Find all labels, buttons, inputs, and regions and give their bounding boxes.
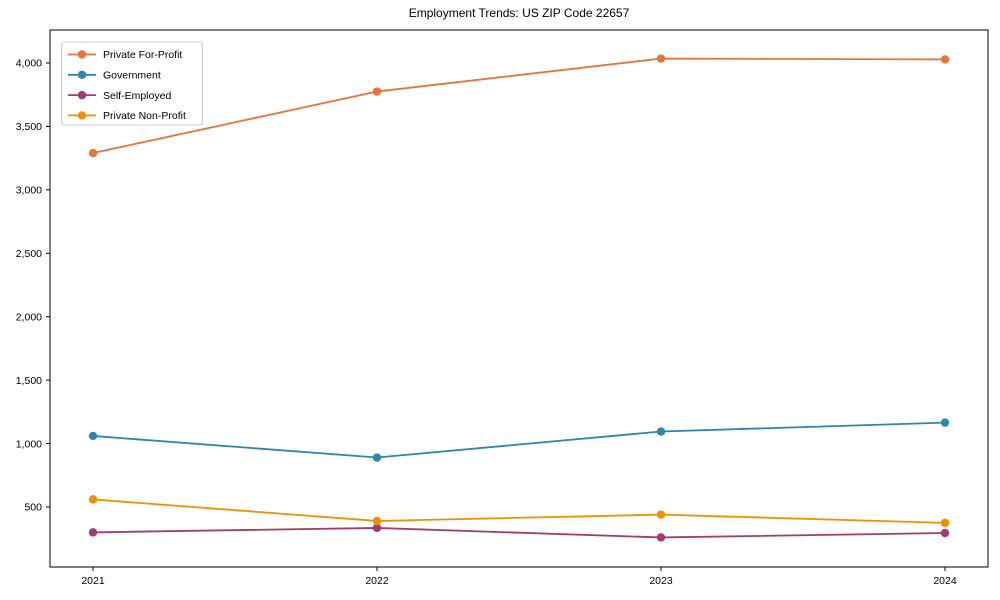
y-axis-tick-label: 3,500 bbox=[16, 121, 42, 133]
data-point-government-2022 bbox=[372, 453, 382, 462]
x-axis-tick-label: 2021 bbox=[81, 575, 105, 587]
y-axis-tick-label: 500 bbox=[24, 502, 42, 514]
legend-label-private-for-profit: Private For-Profit bbox=[103, 49, 182, 61]
y-axis-tick-label: 1,500 bbox=[16, 375, 42, 387]
x-axis-tick-label: 2023 bbox=[649, 575, 673, 587]
series-line-government bbox=[92, 421, 946, 459]
data-point-self-employed-2023 bbox=[656, 533, 666, 542]
series-line-private-for-profit bbox=[92, 57, 946, 154]
legend-marker-self-employed bbox=[77, 90, 87, 100]
data-point-private-non-profit-2021 bbox=[88, 495, 98, 504]
x-axis-tick-label: 2022 bbox=[365, 575, 389, 587]
legend-label-self-employed: Self-Employed bbox=[103, 90, 171, 102]
y-axis-tick-label: 3,000 bbox=[16, 185, 42, 197]
y-axis-tick-label: 1,000 bbox=[16, 438, 42, 450]
data-point-government-2024 bbox=[940, 418, 950, 427]
chart-title: Employment Trends: US ZIP Code 22657 bbox=[408, 6, 630, 20]
y-axis-tick-label: 2,500 bbox=[16, 248, 42, 260]
y-axis-tick-label: 2,000 bbox=[16, 311, 42, 323]
legend-label-government: Government bbox=[103, 70, 161, 82]
legend bbox=[61, 41, 203, 126]
data-point-self-employed-2022 bbox=[372, 523, 382, 533]
series-line-private-non-profit bbox=[92, 498, 946, 524]
plot-border bbox=[49, 29, 989, 568]
data-point-private-for-profit-2023 bbox=[656, 54, 666, 63]
data-point-self-employed-2021 bbox=[88, 528, 98, 537]
data-point-government-2023 bbox=[656, 427, 666, 436]
legend-marker-government bbox=[77, 70, 87, 80]
data-point-private-non-profit-2024 bbox=[940, 518, 950, 528]
x-axis-tick-label: 2024 bbox=[933, 575, 957, 587]
legend-label-private-non-profit: Private Non-Profit bbox=[103, 110, 186, 122]
legend-marker-private-for-profit bbox=[77, 50, 87, 59]
data-point-private-non-profit-2023 bbox=[656, 510, 666, 519]
data-point-self-employed-2024 bbox=[940, 528, 950, 538]
data-point-government-2021 bbox=[88, 431, 98, 441]
series-line-self-employed bbox=[92, 527, 946, 539]
y-axis-tick-label: 4,000 bbox=[16, 58, 42, 70]
data-point-private-non-profit-2022 bbox=[372, 516, 382, 526]
data-point-private-for-profit-2021 bbox=[88, 148, 98, 158]
legend-marker-private-non-profit bbox=[77, 111, 87, 120]
data-point-private-for-profit-2022 bbox=[372, 87, 382, 96]
data-point-private-for-profit-2024 bbox=[940, 55, 950, 64]
